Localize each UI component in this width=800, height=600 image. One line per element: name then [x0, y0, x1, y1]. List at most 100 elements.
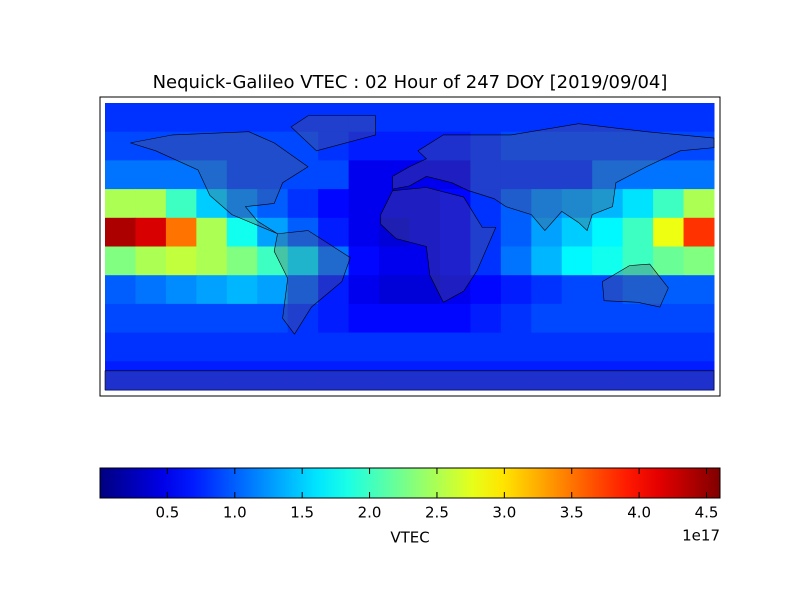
cell — [470, 275, 502, 305]
cell — [653, 160, 685, 190]
south-america — [274, 231, 350, 335]
cell — [379, 361, 410, 391]
cell — [500, 332, 532, 362]
cell — [135, 303, 167, 334]
cell — [653, 246, 685, 276]
cell — [226, 131, 258, 161]
cell — [531, 131, 563, 161]
africa — [381, 188, 496, 303]
cell — [531, 160, 563, 190]
cell — [196, 189, 228, 219]
cell — [348, 361, 380, 391]
cell — [409, 160, 441, 190]
cell — [561, 189, 593, 219]
cell — [561, 103, 593, 133]
cell — [409, 103, 441, 133]
cell — [500, 103, 532, 133]
cell — [287, 160, 319, 190]
cell — [683, 103, 715, 133]
cell — [561, 160, 593, 190]
cell — [531, 303, 563, 334]
cell — [561, 217, 593, 247]
colorbar-tick-label: 1.5 — [290, 504, 314, 522]
cell — [348, 246, 380, 276]
cell — [379, 131, 410, 161]
cell — [500, 246, 532, 276]
cell — [379, 189, 410, 219]
cell — [135, 246, 167, 276]
cell — [379, 332, 410, 362]
cell — [135, 189, 167, 219]
cell — [531, 246, 563, 276]
cell — [683, 246, 715, 276]
cell — [196, 103, 228, 133]
cell — [439, 361, 471, 391]
cell — [105, 275, 136, 305]
cell — [287, 189, 319, 219]
cell — [226, 103, 258, 133]
cell — [470, 189, 502, 219]
cell — [622, 275, 654, 305]
cell — [165, 131, 197, 161]
cell — [348, 303, 380, 334]
cell — [135, 332, 167, 362]
cell — [470, 303, 502, 334]
cell — [165, 303, 197, 334]
cell — [226, 332, 258, 362]
cell — [592, 246, 624, 276]
cell — [379, 246, 410, 276]
cell — [409, 246, 441, 276]
cell — [287, 103, 319, 133]
colorbar-tick-label: 1.0 — [223, 504, 247, 522]
chart-title: Nequick-Galileo VTEC : 02 Hour of 247 DO… — [153, 72, 668, 93]
cell — [135, 160, 167, 190]
cell — [439, 131, 471, 161]
cell — [653, 332, 685, 362]
cell — [592, 275, 624, 305]
cell — [226, 189, 258, 219]
cell — [226, 160, 258, 190]
colorbar-tick-label: 4.5 — [695, 504, 719, 522]
cell — [257, 160, 289, 190]
cell — [379, 217, 410, 247]
colorbar-label: VTEC — [390, 529, 429, 547]
cell — [165, 217, 197, 247]
cell — [348, 189, 380, 219]
cell — [409, 189, 441, 219]
cell — [409, 303, 441, 334]
cell — [683, 275, 715, 305]
cell — [196, 246, 228, 276]
cell — [348, 160, 380, 190]
cell — [348, 103, 380, 133]
cell — [379, 103, 410, 133]
cell — [318, 361, 350, 391]
cell — [318, 246, 350, 276]
cell — [196, 160, 228, 190]
cell — [409, 217, 441, 247]
cell — [196, 131, 228, 161]
cell — [348, 332, 380, 362]
cell — [653, 103, 685, 133]
colorbar-tick-label: 2.0 — [358, 504, 382, 522]
cell — [226, 303, 258, 334]
colorbar-tick-label: 2.5 — [425, 504, 449, 522]
cell — [531, 361, 563, 391]
cell — [196, 303, 228, 334]
cell — [653, 189, 685, 219]
cell — [439, 217, 471, 247]
cell — [287, 361, 319, 391]
cell — [439, 103, 471, 133]
colorbar-tick-label: 0.5 — [155, 504, 179, 522]
cell — [500, 275, 532, 305]
cell — [287, 246, 319, 276]
cell — [318, 160, 350, 190]
cell — [287, 332, 319, 362]
cell — [470, 361, 502, 391]
cell — [622, 332, 654, 362]
cell — [500, 303, 532, 334]
cell — [592, 303, 624, 334]
cell — [592, 160, 624, 190]
cell — [257, 275, 289, 305]
cell — [196, 332, 228, 362]
cell — [531, 332, 563, 362]
